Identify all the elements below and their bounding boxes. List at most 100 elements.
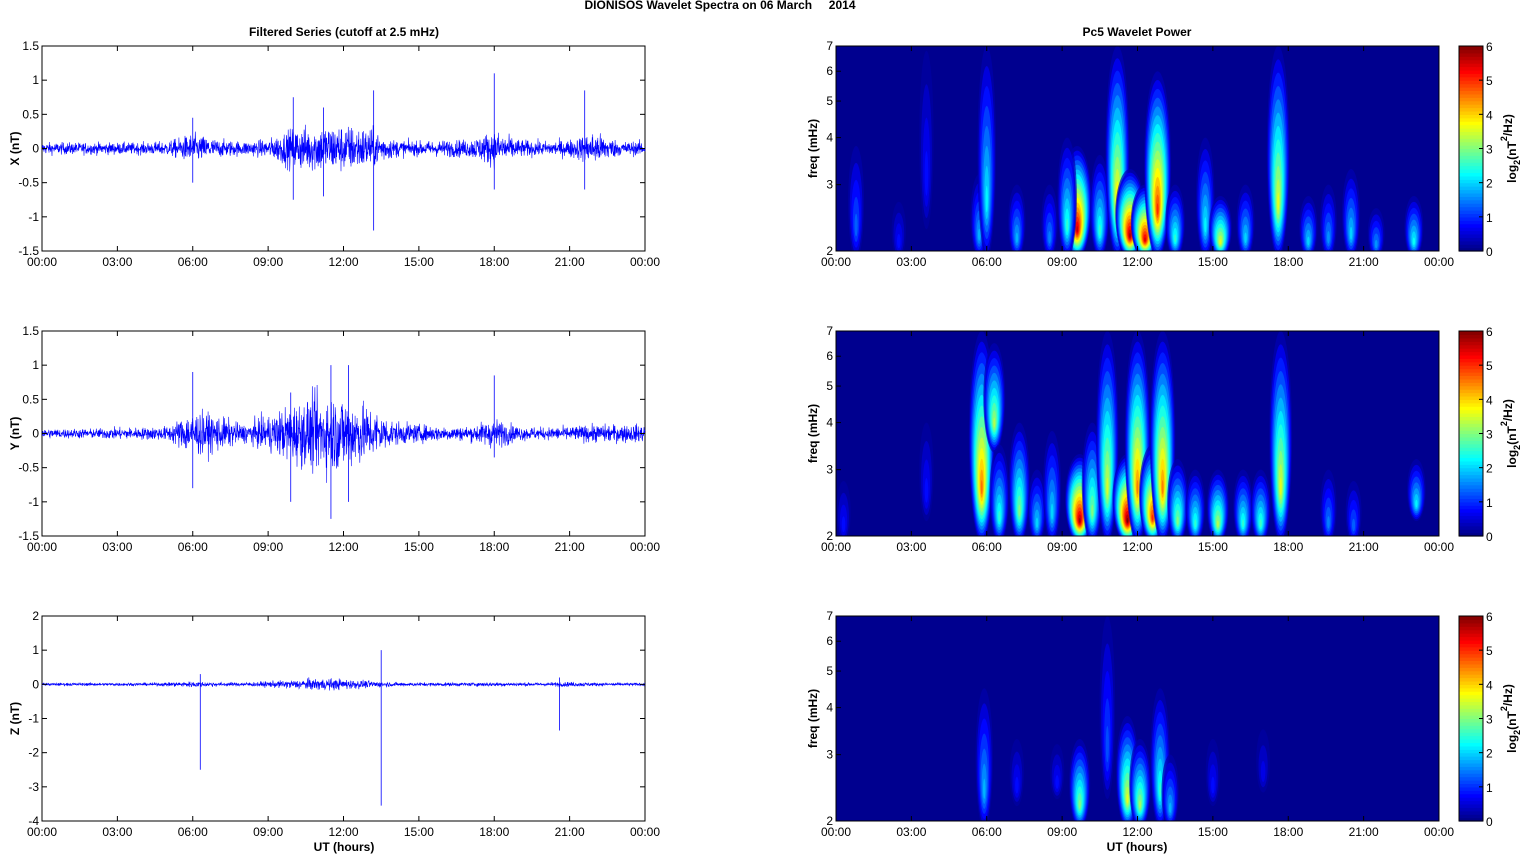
- colorbar-label-part: log: [1505, 450, 1519, 468]
- colorbar-swatch: [1459, 344, 1483, 349]
- power-contour: [1168, 802, 1172, 814]
- x-tick-label: 00:00: [1424, 825, 1454, 839]
- power-contour: [1176, 516, 1179, 525]
- power-blob: [1345, 480, 1362, 536]
- colorbar-swatch: [1459, 460, 1483, 465]
- series-line: [41, 124, 646, 172]
- colorbar-swatch: [1459, 402, 1483, 407]
- power-blob: [975, 688, 993, 821]
- x-tick-label: 06:00: [178, 540, 208, 554]
- colorbar-swatch: [1459, 691, 1483, 696]
- colorbar-swatch: [1459, 477, 1483, 482]
- colorbar-swatch: [1459, 639, 1483, 644]
- x-tick-label: 09:00: [253, 825, 283, 839]
- power-contour: [1349, 226, 1353, 240]
- power-contour: [1259, 519, 1262, 528]
- power-contour: [1241, 519, 1245, 528]
- colorbar-swatch: [1459, 512, 1483, 517]
- power-blob: [989, 444, 1010, 536]
- power-contour: [1048, 231, 1051, 244]
- power-blob: [1342, 169, 1361, 251]
- colorbar-swatch: [1459, 110, 1483, 115]
- colorbar-swatch: [1459, 104, 1483, 109]
- colorbar-swatch: [1459, 780, 1483, 785]
- colorbar-swatch: [1459, 464, 1483, 469]
- colorbar-swatch: [1459, 213, 1483, 218]
- colorbar-tick-label: 6: [1486, 40, 1493, 54]
- colorbar-label-part: (nT: [1505, 426, 1519, 445]
- colorbar-tick-label: 4: [1486, 393, 1493, 407]
- power-contour: [1015, 776, 1019, 794]
- colorbar-label-part: 2: [1512, 730, 1521, 735]
- colorbar-swatch: [1459, 440, 1483, 445]
- power-contour: [1211, 776, 1215, 794]
- colorbar-swatch: [1459, 803, 1483, 808]
- colorbar-swatch: [1459, 189, 1483, 194]
- colorbar-swatch: [1459, 145, 1483, 150]
- colorbar-swatch: [1459, 447, 1483, 452]
- colorbar-swatch: [1459, 334, 1483, 339]
- y-tick-label: 0: [32, 427, 39, 441]
- colorbar-label-part: 2: [1499, 421, 1509, 426]
- colorbar-label: log2(nT2/Hz): [1499, 114, 1521, 183]
- x-tick-label: 12:00: [328, 255, 358, 269]
- power-contour: [1412, 237, 1416, 246]
- power-contour: [1204, 217, 1207, 233]
- power-contour: [1076, 226, 1078, 233]
- colorbar-label-part: /Hz): [1501, 399, 1515, 421]
- colorbar-swatch: [1459, 199, 1483, 204]
- colorbar-swatch: [1459, 158, 1483, 163]
- power-blob: [1209, 195, 1232, 251]
- colorbar-swatch: [1459, 721, 1483, 726]
- colorbar-swatch: [1459, 474, 1483, 479]
- x-tick-label: 06:00: [178, 825, 208, 839]
- y-axis-label: freq (mHz): [806, 404, 820, 463]
- colorbar-swatch: [1459, 358, 1483, 363]
- power-blob: [1320, 469, 1337, 536]
- colorbar-swatch: [1459, 165, 1483, 170]
- colorbar-swatch: [1459, 663, 1483, 668]
- x-tick-label: 00:00: [1424, 540, 1454, 554]
- colorbar-swatch: [1459, 49, 1483, 54]
- colorbar-swatch: [1459, 660, 1483, 665]
- power-contour: [1126, 517, 1129, 523]
- power-blob: [1206, 469, 1229, 536]
- y-tick-label: -0.5: [18, 176, 39, 190]
- colorbar-swatch: [1459, 172, 1483, 177]
- x-tick-label: 12:00: [1122, 540, 1152, 554]
- colorbar-swatch: [1459, 667, 1483, 672]
- colorbar-swatch: [1459, 522, 1483, 527]
- colorbar-swatch: [1459, 742, 1483, 747]
- y-tick-label: 3: [826, 748, 833, 762]
- power-blob: [1185, 469, 1206, 536]
- x-tick-label: 00:00: [27, 540, 57, 554]
- colorbar-swatch: [1459, 735, 1483, 740]
- power-contour: [1055, 775, 1059, 789]
- colorbar-swatch: [1459, 457, 1483, 462]
- colorbar-swatch: [1459, 210, 1483, 215]
- colorbar-swatch: [1459, 793, 1483, 798]
- colorbar-swatch: [1459, 114, 1483, 119]
- colorbar-swatch: [1459, 711, 1483, 716]
- colorbar-swatch: [1459, 525, 1483, 530]
- x-tick-label: 15:00: [404, 540, 434, 554]
- colorbar-swatch: [1459, 786, 1483, 791]
- x-tick-label: 03:00: [102, 255, 132, 269]
- y-tick-label: -1: [28, 712, 39, 726]
- colorbar-swatch: [1459, 450, 1483, 455]
- left-column-title: Filtered Series (cutoff at 2.5 mHz): [249, 25, 439, 39]
- power-contour: [1136, 480, 1139, 495]
- power-contour: [1106, 477, 1109, 496]
- colorbar-swatch: [1459, 814, 1483, 819]
- power-blob: [1404, 195, 1424, 251]
- power-contour: [977, 228, 981, 241]
- power-blob: [1205, 739, 1221, 807]
- power-blobs: [848, 46, 1424, 251]
- power-blobs: [836, 331, 1426, 536]
- colorbar-swatch: [1459, 83, 1483, 88]
- power-blob: [1165, 184, 1185, 251]
- power-blob: [836, 480, 851, 536]
- colorbar-swatch: [1459, 341, 1483, 346]
- power-blob: [1250, 469, 1271, 536]
